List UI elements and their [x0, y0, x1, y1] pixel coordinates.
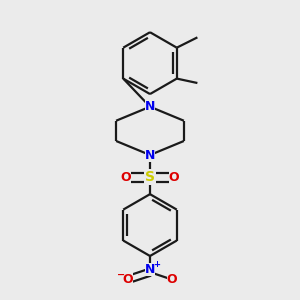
Text: −: −	[117, 270, 125, 280]
Text: N: N	[145, 148, 155, 161]
Text: N: N	[145, 263, 155, 276]
Text: +: +	[153, 260, 160, 269]
Text: N: N	[145, 100, 155, 113]
Text: O: O	[167, 273, 177, 286]
Text: O: O	[121, 171, 131, 184]
Text: O: O	[169, 171, 179, 184]
Text: S: S	[145, 170, 155, 184]
Text: O: O	[123, 273, 133, 286]
